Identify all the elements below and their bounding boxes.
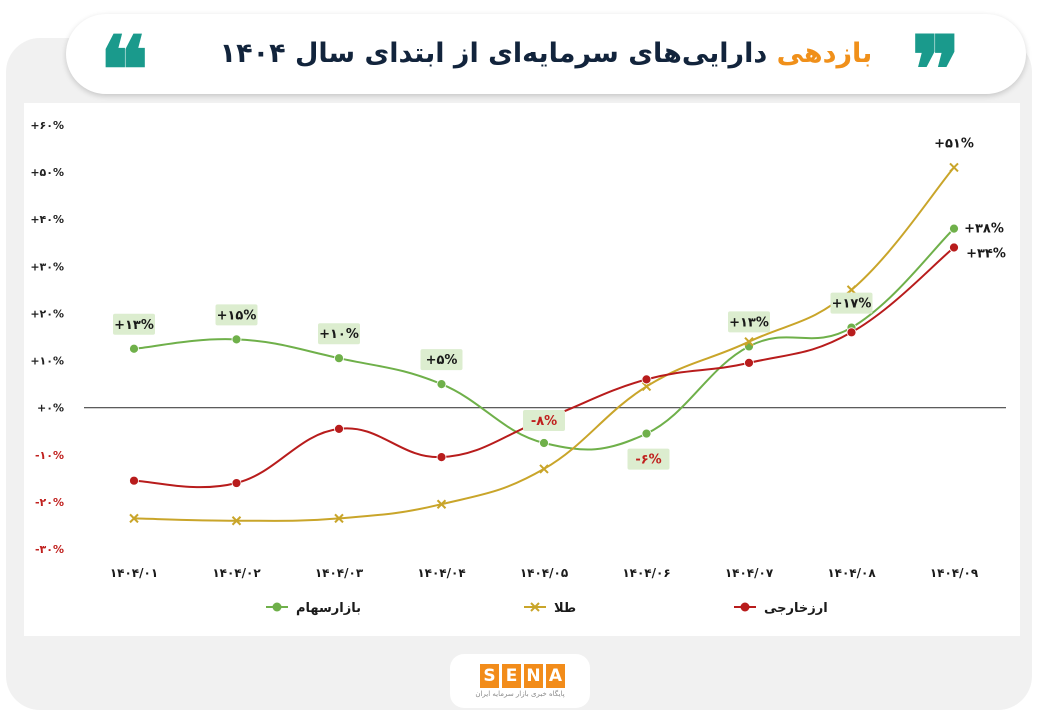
- data-point-x-marker: [231, 516, 242, 526]
- data-label-box: [523, 410, 565, 431]
- logo-letter-n: N: [524, 664, 543, 688]
- y-tick-label: +۵۰%: [30, 166, 64, 179]
- y-tick-label: -۲۰%: [35, 496, 64, 509]
- y-tick-label: -۱۰%: [35, 449, 64, 462]
- title-accent: بازدهی: [776, 38, 873, 69]
- chart-panel: +۶۰% +۵۰% +۴۰% +۳۰% +۲۰% +۱۰% +۰% -۱۰% -۲۰% -۳۰% ۱…: [24, 103, 1020, 636]
- logo-letter-e: E: [502, 664, 521, 688]
- data-label: -۸%: [531, 414, 557, 429]
- data-point: [949, 223, 959, 234]
- y-tick-label: -۳۰%: [35, 543, 64, 556]
- x-tick-label: ۱۴۰۴/۰۶: [622, 566, 670, 580]
- data-label-box: [627, 448, 670, 470]
- data-point: [436, 452, 447, 463]
- data-point-x-marker: [539, 464, 549, 474]
- data-label-box: [420, 349, 463, 371]
- data-point: [231, 334, 242, 345]
- data-label: +۱۳%: [114, 318, 154, 333]
- logo-letter-s: S: [480, 664, 499, 688]
- sena-logo: S E N A پایگاه خبری بازار سرمایه ایران: [450, 654, 590, 708]
- data-point: [641, 374, 652, 385]
- data-point-x-marker: [744, 337, 754, 347]
- series-line-2: [133, 246, 955, 489]
- data-label-box: [830, 292, 873, 314]
- data-point: [539, 438, 549, 448]
- data-point-x-marker: [949, 162, 959, 173]
- quote-close-icon: ❞: [911, 16, 961, 124]
- y-tick-label: +۰%: [37, 402, 64, 415]
- page-title: بازدهی دارایی‌های سرمایه‌ای از ابتدای سا…: [186, 14, 906, 94]
- data-point: [129, 343, 139, 354]
- title-rest: دارایی‌های سرمایه‌ای از ابتدای سال ۱۴۰۴: [219, 38, 768, 69]
- logo-letters: S E N A: [480, 664, 565, 688]
- legend-marker: [740, 602, 750, 612]
- data-point: [641, 428, 652, 439]
- data-label-box: [318, 323, 360, 345]
- data-label: +۳۴%: [966, 246, 1006, 261]
- quote-open-icon: ❝: [99, 16, 149, 124]
- data-point: [744, 358, 754, 368]
- y-tick-label: +۶۰%: [30, 119, 64, 132]
- series-line-0: [133, 227, 955, 451]
- x-tick-label: ۱۴۰۴/۰۵: [520, 566, 568, 580]
- x-tick-label: ۱۴۰۴/۰۷: [725, 566, 774, 580]
- x-tick-label: ۱۴۰۴/۰۴: [417, 566, 465, 580]
- data-point-x-marker: [129, 513, 139, 524]
- data-label: +۱۷%: [832, 297, 872, 312]
- y-tick-label: +۴۰%: [30, 213, 64, 226]
- data-label: +۵%: [426, 353, 458, 368]
- data-label: +۵۱%: [934, 136, 974, 151]
- data-label-box: [113, 313, 155, 335]
- data-point-x-marker: [641, 381, 652, 392]
- data-label-box: [728, 311, 770, 333]
- x-tick-label: ۱۴۰۴/۰۹: [930, 566, 979, 580]
- logo-subtitle: پایگاه خبری بازار سرمایه ایران: [475, 690, 565, 698]
- data-point-x-marker: [334, 513, 344, 524]
- data-point-x-marker: [846, 285, 857, 295]
- legend-x-marker: [530, 602, 540, 612]
- y-tick-label: +۲۰%: [30, 307, 64, 320]
- legend-label: طلا: [554, 601, 576, 616]
- data-label: +۳۸%: [964, 222, 1004, 237]
- data-point: [334, 423, 344, 434]
- data-point: [949, 242, 959, 253]
- y-tick-label: +۱۰%: [30, 355, 64, 368]
- data-point-x-marker: [436, 499, 447, 509]
- x-tick-label: ۱۴۰۴/۰۲: [212, 566, 261, 580]
- legend-marker: [272, 602, 282, 612]
- x-tick-label: ۱۴۰۴/۰۸: [827, 566, 876, 580]
- data-label: +۱۰%: [319, 327, 359, 342]
- x-tick-label: ۱۴۰۴/۰۱: [110, 566, 158, 580]
- logo-letter-a: A: [546, 664, 565, 688]
- x-tick-label: ۱۴۰۴/۰۳: [315, 566, 364, 580]
- data-point: [231, 478, 242, 488]
- data-label: -۶%: [635, 453, 661, 468]
- y-tick-label: +۳۰%: [30, 260, 64, 273]
- data-label: +۱۵%: [217, 308, 257, 323]
- legend-label: بازارسهام: [296, 601, 361, 616]
- data-label: +۱۳%: [729, 315, 769, 330]
- line-chart: +۶۰% +۵۰% +۴۰% +۳۰% +۲۰% +۱۰% +۰% -۱۰% -۲۰% -۳۰% ۱…: [30, 119, 1006, 616]
- data-point: [436, 379, 447, 390]
- data-label-box: [215, 304, 258, 326]
- title-banner: بازدهی دارایی‌های سرمایه‌ای از ابتدای سا…: [66, 14, 1026, 94]
- data-point: [334, 353, 344, 364]
- data-point: [846, 327, 857, 338]
- data-point: [129, 475, 139, 486]
- legend-label: ارزخارجی: [764, 601, 828, 616]
